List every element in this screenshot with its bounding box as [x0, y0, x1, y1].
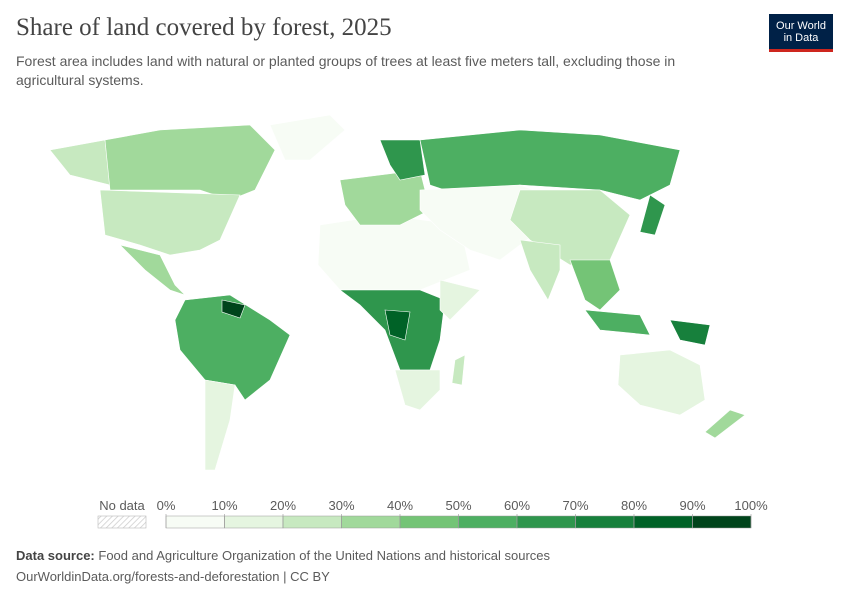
legend: 0% 10% 20% 30% 40% 50% 60% 70% 80% 90% 100%	[157, 498, 768, 529]
region	[639, 194, 666, 236]
logo-line: in Data	[783, 32, 819, 44]
region	[569, 259, 621, 311]
legend-bin	[575, 515, 635, 529]
title: Share of land covered by forest, 2025	[16, 14, 392, 41]
source: Data source: Food and Agriculture Organi…	[16, 548, 550, 563]
legend-tick-label: 90%	[679, 498, 705, 513]
region	[451, 354, 466, 386]
legend-bin	[516, 515, 576, 529]
legend-bin	[633, 515, 693, 529]
source-label: Data source:	[16, 548, 95, 563]
subtitle: Forest area includes land with natural o…	[16, 53, 676, 88]
no-data-swatch	[97, 515, 147, 529]
logo-line: Our World	[776, 20, 826, 32]
legend-tick-label: 30%	[328, 498, 354, 513]
region	[394, 369, 441, 411]
legend-bin	[282, 515, 342, 529]
region	[49, 139, 111, 186]
region	[704, 409, 746, 439]
region	[519, 239, 561, 301]
legend-tick-label: 10%	[211, 498, 237, 513]
legend-tick-label: 0%	[157, 498, 176, 513]
legend-bin	[341, 515, 401, 529]
legend-tick-label: 70%	[562, 498, 588, 513]
legend-tick-label: 60%	[504, 498, 530, 513]
land	[49, 114, 746, 471]
region	[339, 169, 431, 226]
region	[384, 309, 411, 341]
legend-bin	[165, 515, 225, 529]
no-data-label: No data	[99, 498, 145, 513]
region	[99, 189, 241, 256]
region	[379, 139, 426, 181]
legend-bin	[458, 515, 518, 529]
region	[669, 319, 711, 346]
legend-bin	[399, 515, 459, 529]
region	[617, 349, 706, 416]
region	[204, 379, 236, 471]
region	[221, 299, 246, 319]
source-text: Food and Agriculture Organization of the…	[98, 548, 551, 563]
legend-tick-label: 80%	[621, 498, 647, 513]
logo[interactable]: Our World in Data	[769, 14, 833, 52]
region	[119, 244, 186, 296]
legend-tick-label: 40%	[387, 498, 413, 513]
region	[174, 294, 291, 401]
legend-bin	[224, 515, 284, 529]
url-license[interactable]: OurWorldinData.org/forests-and-deforesta…	[16, 569, 330, 584]
region	[104, 124, 276, 201]
region	[439, 279, 481, 321]
legend-tick-label: 100%	[734, 498, 768, 513]
region	[269, 114, 346, 161]
legend-bin	[692, 515, 752, 529]
legend-tick-label: 50%	[445, 498, 471, 513]
legend-tick-label: 20%	[270, 498, 296, 513]
region	[584, 309, 651, 336]
